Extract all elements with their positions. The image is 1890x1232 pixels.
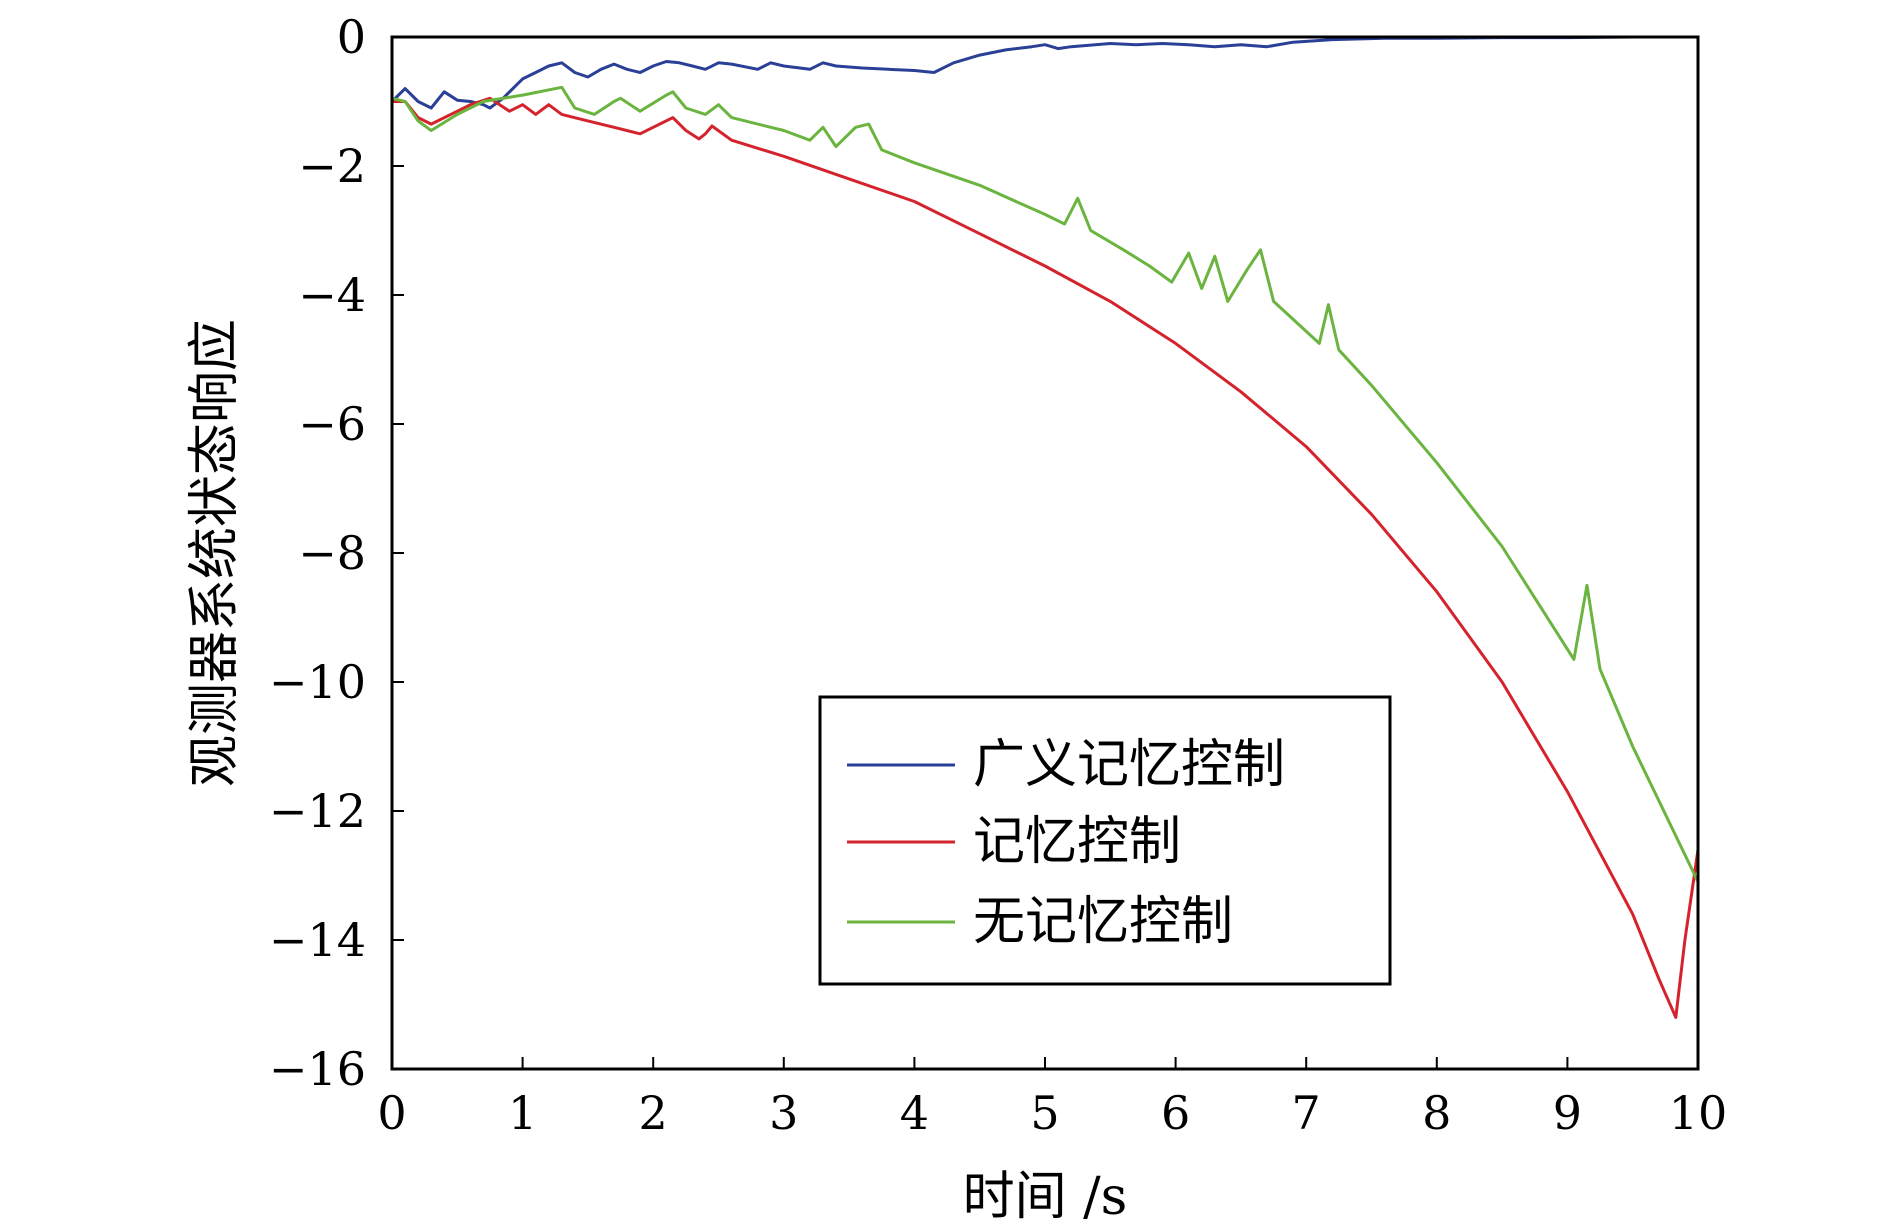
x-axis-label: 时间 /s: [963, 1167, 1128, 1227]
x-tick-label-9: 9: [1553, 1086, 1582, 1140]
x-tick-label-2: 2: [639, 1086, 668, 1140]
legend-label-1: 记忆控制: [973, 812, 1181, 872]
y-tick-label-1: −2: [298, 139, 366, 193]
legend: 广义记忆控制 记忆控制 无记忆控制: [818, 695, 1392, 986]
x-tick-label-4: 4: [900, 1086, 929, 1140]
series-line-0: [390, 35, 1698, 110]
series-line-1: [392, 96, 1700, 1019]
plot-frame: [390, 35, 1700, 1071]
x-tick-label-7: 7: [1292, 1086, 1321, 1140]
x-tick-label-0: 0: [377, 1086, 406, 1140]
x-tick-label-3: 3: [769, 1086, 798, 1140]
y-tick-label-3: −6: [298, 397, 366, 451]
y-axis-label: 观测器系统状态响应: [185, 319, 245, 787]
series-line-2: [391, 85, 1700, 883]
y-tick-label-0: 0: [337, 10, 366, 64]
y-tick-label-5: −10: [269, 655, 366, 709]
y-tick-label-6: −12: [269, 784, 366, 838]
y-tick-label-8: −16: [269, 1042, 366, 1096]
y-tick-label-7: −14: [269, 913, 366, 967]
x-tick-label-6: 6: [1161, 1086, 1190, 1140]
legend-label-0: 广义记忆控制: [973, 735, 1285, 795]
legend-label-2: 无记忆控制: [973, 892, 1233, 952]
x-tick-label-10: 10: [1669, 1086, 1728, 1140]
tick-labels: 0 1 2 3 4 5 6 7 8 9 10 0 −2 −4 −6 −8 −10 −12 −14 −16: [269, 10, 1727, 1140]
x-tick-label-8: 8: [1422, 1086, 1451, 1140]
series-layer: [390, 35, 1700, 1019]
x-tick-label-5: 5: [1030, 1086, 1059, 1140]
y-tick-label-4: −8: [298, 526, 366, 580]
x-tick-label-1: 1: [508, 1086, 537, 1140]
y-tick-label-2: −4: [298, 268, 366, 322]
